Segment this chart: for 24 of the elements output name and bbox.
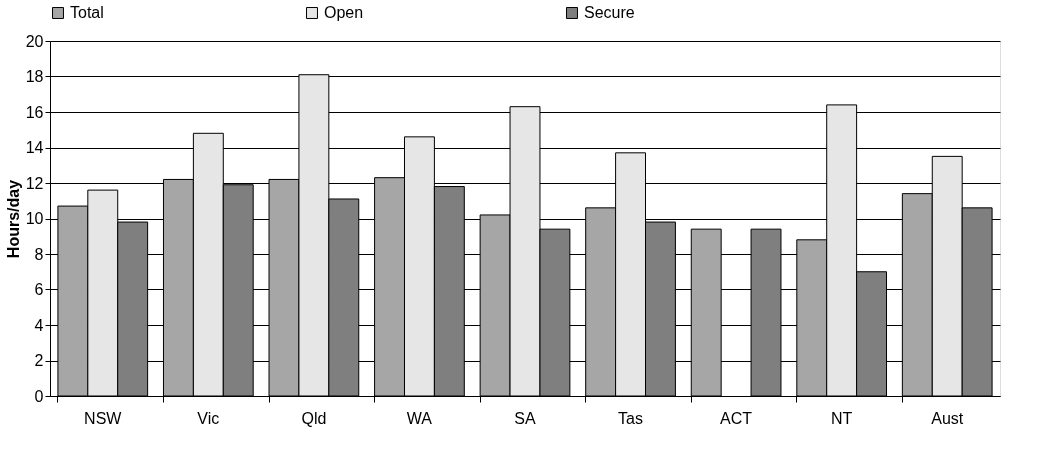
legend-label: Secure xyxy=(584,4,635,21)
x-tick-label: Aust xyxy=(931,409,964,427)
y-tick-label: 16 xyxy=(25,103,44,121)
y-tick-label: 12 xyxy=(25,174,44,192)
y-tick-label: 10 xyxy=(25,210,44,227)
y-tick-label: 4 xyxy=(34,316,44,334)
y-tick-label: 20 xyxy=(25,32,44,50)
y-tick-label: 2 xyxy=(34,352,44,369)
x-tick-label: NSW xyxy=(84,409,123,427)
y-tick-label: 14 xyxy=(25,139,44,156)
x-tick-label: NT xyxy=(831,409,853,427)
legend-label: Total xyxy=(70,4,104,21)
y-tick-label: 6 xyxy=(34,281,44,298)
x-tick-label: WA xyxy=(406,409,433,427)
y-axis-title: Hours/day xyxy=(4,179,22,259)
y-tick-label: 8 xyxy=(34,245,44,263)
legend-label: Open xyxy=(324,4,364,21)
y-tick-label: 18 xyxy=(25,68,44,85)
x-tick-label: Qld xyxy=(301,409,327,427)
y-tick-label: 0 xyxy=(34,387,44,405)
x-tick-label: SA xyxy=(514,409,536,427)
x-tick-label: Tas xyxy=(618,409,644,427)
x-tick-label: ACT xyxy=(720,409,753,427)
x-tick-label: Vic xyxy=(197,409,220,427)
